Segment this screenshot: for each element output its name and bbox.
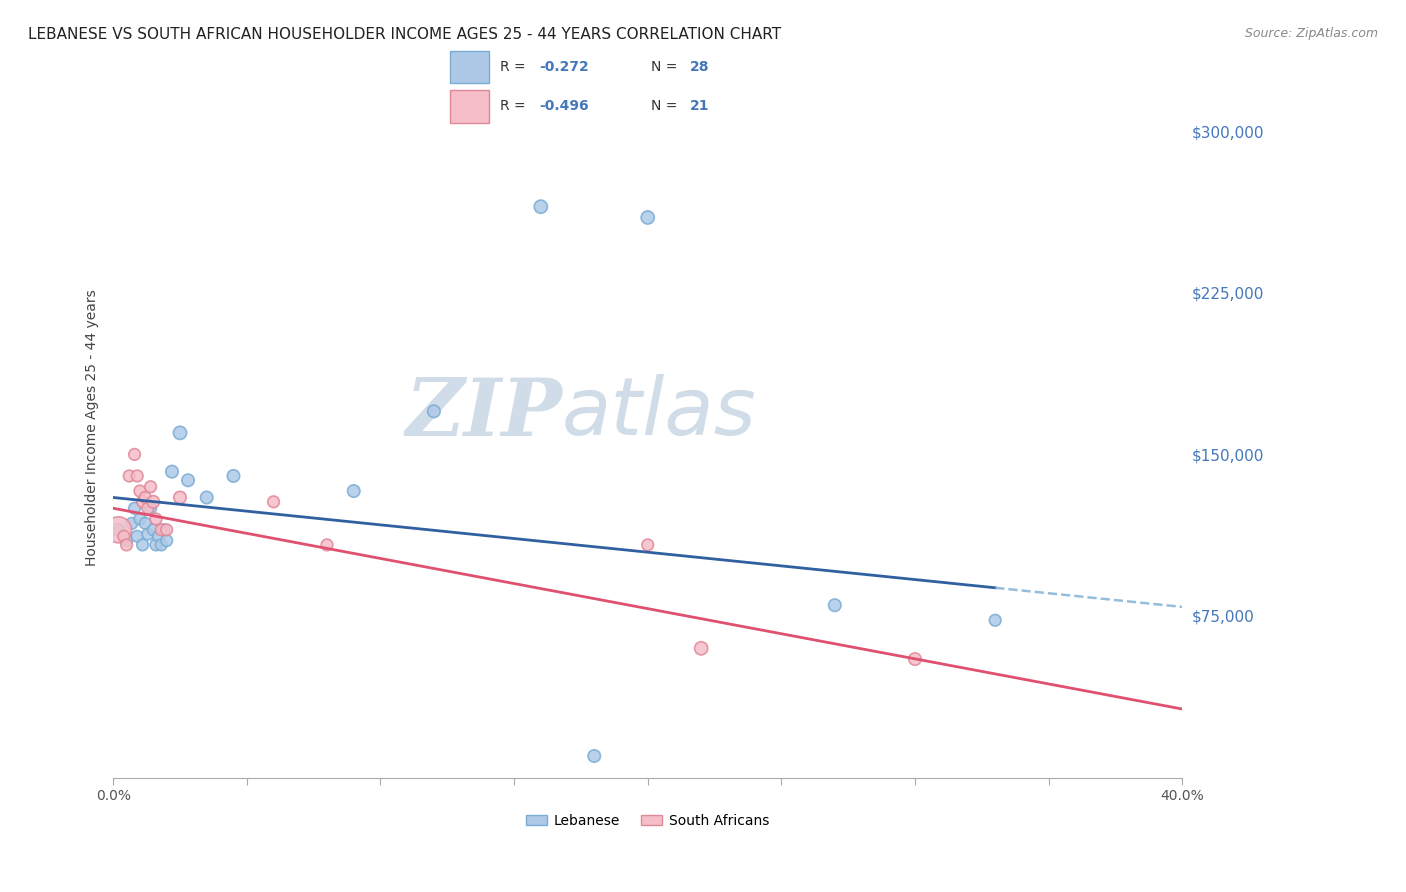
Text: 21: 21 (690, 100, 710, 113)
Point (156, 533, 179, 548)
Point (124, 501, 146, 516)
Text: R =: R = (501, 100, 530, 113)
Text: N =: N = (651, 100, 682, 113)
Point (115, 538, 138, 552)
Point (156, 523, 179, 537)
Bar (450, 90, 489, 122)
Point (824, 598, 846, 612)
Text: LEBANESE VS SOUTH AFRICAN HOUSEHOLDER INCOME AGES 25 - 44 YEARS CORRELATION CHAR: LEBANESE VS SOUTH AFRICAN HOUSEHOLDER IN… (28, 27, 782, 42)
Text: ZIP: ZIP (405, 375, 562, 452)
Point (129, 512, 152, 526)
Point (984, 613, 1007, 627)
Point (530, 200, 553, 214)
Point (121, 516, 143, 531)
Point (136, 501, 159, 516)
Text: -0.272: -0.272 (540, 60, 589, 74)
Point (142, 495, 165, 509)
Point (145, 512, 167, 526)
Point (690, 641, 713, 656)
Bar (450, 51, 489, 83)
Point (177, 473, 200, 487)
Point (145, 538, 167, 552)
Point (343, 483, 366, 498)
Point (316, 538, 339, 552)
Point (139, 501, 162, 516)
Point (124, 447, 146, 461)
Text: R =: R = (501, 60, 530, 74)
Text: 28: 28 (690, 60, 710, 74)
Point (169, 425, 191, 440)
Point (263, 495, 285, 509)
Y-axis label: Householder Income Ages 25 - 44 years: Householder Income Ages 25 - 44 years (86, 289, 100, 566)
Point (169, 491, 191, 505)
Point (142, 523, 165, 537)
Point (637, 538, 659, 552)
Text: -0.496: -0.496 (540, 100, 589, 113)
Point (127, 529, 149, 543)
Point (127, 469, 149, 483)
Point (160, 465, 183, 479)
Point (107, 523, 129, 537)
Point (131, 538, 153, 552)
Point (150, 523, 173, 537)
Point (150, 538, 173, 552)
Point (136, 527, 159, 541)
Point (118, 469, 141, 483)
Point (112, 529, 135, 543)
Point (423, 404, 446, 418)
Point (134, 516, 156, 531)
Point (131, 495, 153, 509)
Point (583, 749, 606, 764)
Point (637, 211, 659, 225)
Text: atlas: atlas (562, 375, 756, 452)
Point (139, 480, 162, 494)
Point (153, 523, 176, 537)
Point (115, 533, 138, 548)
Point (134, 491, 156, 505)
Point (107, 523, 129, 537)
Text: Source: ZipAtlas.com: Source: ZipAtlas.com (1244, 27, 1378, 40)
Point (129, 483, 152, 498)
Point (904, 652, 927, 666)
Point (222, 469, 245, 483)
Legend: Lebanese, South Africans: Lebanese, South Africans (520, 808, 775, 834)
Point (148, 529, 170, 543)
Text: N =: N = (651, 60, 682, 74)
Point (195, 491, 218, 505)
